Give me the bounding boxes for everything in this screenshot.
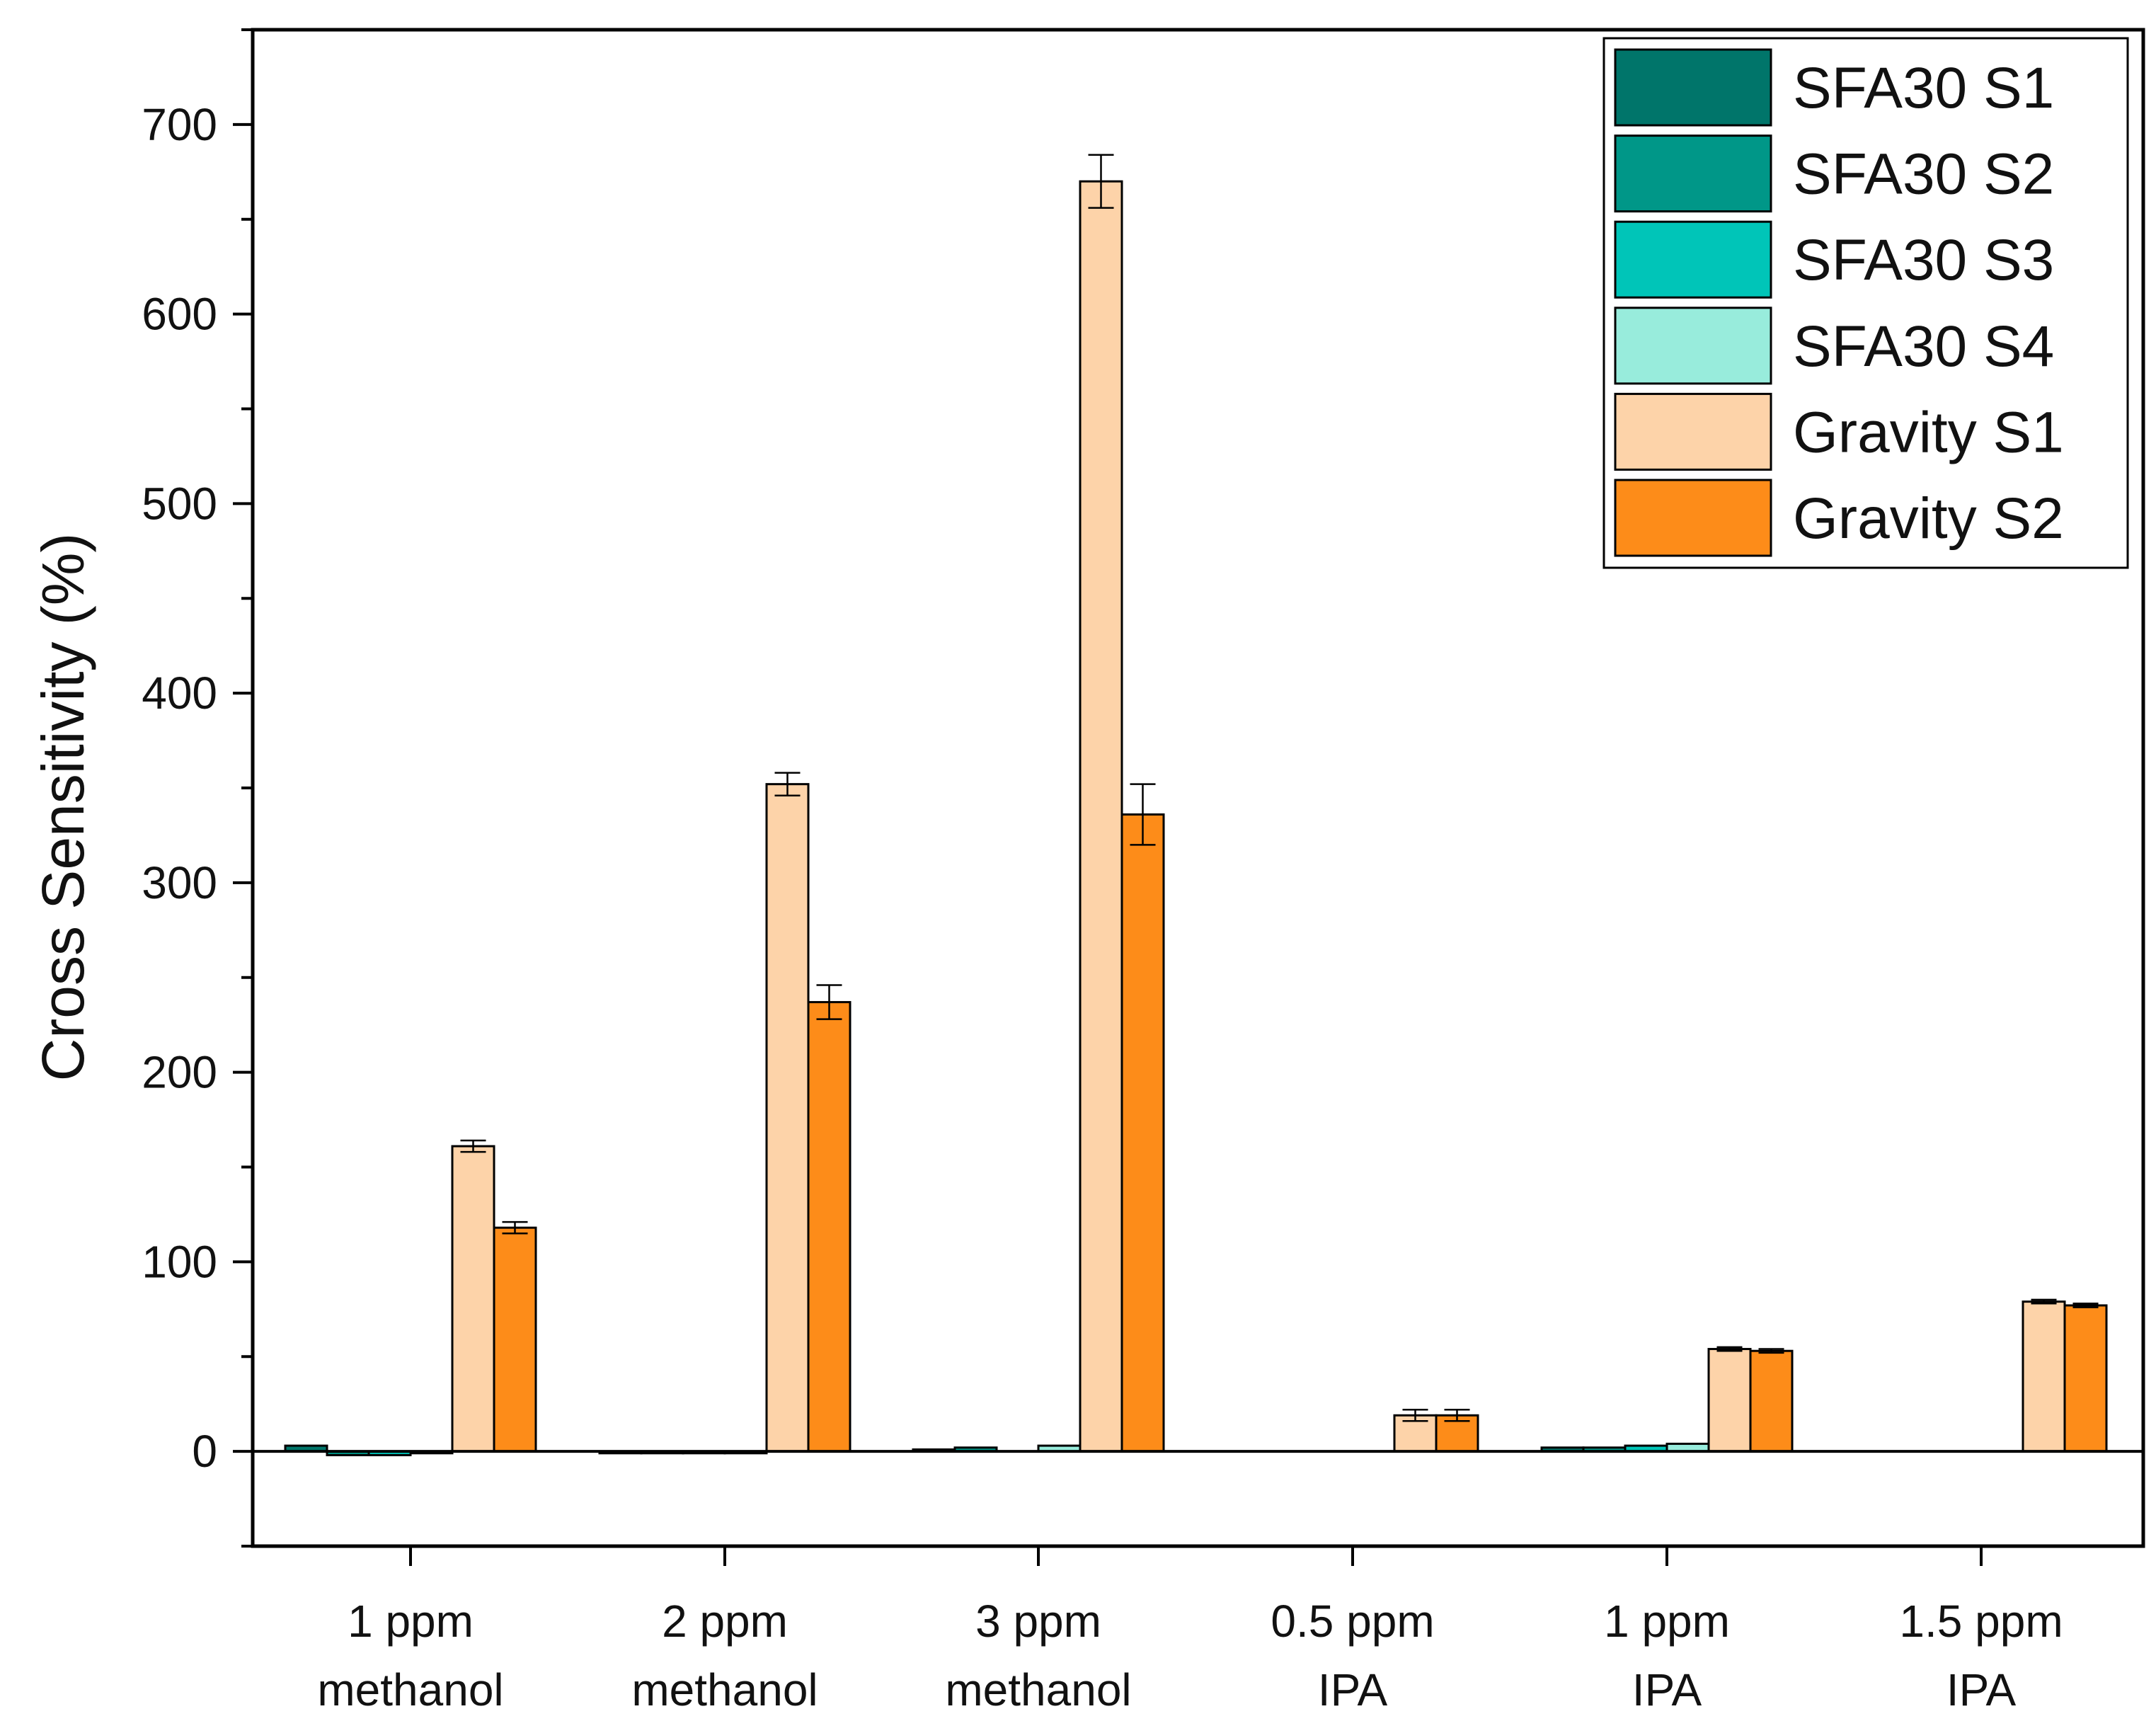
y-tick-label: 500 [142,478,217,529]
legend-swatch [1614,135,1772,213]
legend-swatch [1614,307,1772,385]
y-tick-label: 300 [142,857,217,908]
legend-label: SFA30 S2 [1793,142,2054,207]
legend-swatch [1614,48,1772,127]
bar [2063,1304,2108,1453]
x-tick-label: 1.5 ppm [1899,1596,2063,1647]
x-tick-label: 3 ppm [975,1596,1101,1647]
x-tick-label: methanol [945,1664,1131,1715]
x-tick-label: IPA [1946,1664,2017,1715]
error-bars-layer [460,154,2099,1422]
legend-label: Gravity S1 [1793,400,2064,464]
y-axis: 0 100 200 300 400 500 600 700 [142,28,253,1548]
legend-label: SFA30 S4 [1793,314,2054,379]
bar [1079,180,1123,1453]
y-axis-title: Cross Sensitivity (%) [30,533,96,1082]
bar [2022,1300,2066,1453]
bar [807,1001,851,1453]
x-tick-label: IPA [1318,1664,1388,1715]
y-tick-label: 200 [142,1047,217,1098]
bar [1707,1348,1752,1453]
x-tick-label: 1 ppm [1604,1596,1730,1647]
bar [765,783,810,1453]
legend-swatch [1614,392,1772,471]
bars-layer [284,180,2108,1456]
x-tick-label: IPA [1632,1664,1702,1715]
y-tick-label: 700 [142,99,217,150]
x-tick-label: 0.5 ppm [1271,1596,1434,1647]
legend: SFA30 S1 SFA30 S2 SFA30 S3 SFA30 S4 Gravity … [1602,37,2129,569]
x-axis: 1 ppm methanol 2 ppm methanol 3 ppm methanol 0… [317,1546,2063,1715]
bar [493,1226,537,1453]
bar [1120,813,1165,1453]
x-tick-label: methanol [317,1664,503,1715]
x-tick-label: methanol [631,1664,818,1715]
bar [451,1145,495,1453]
y-tick-label: 400 [142,668,217,719]
legend-swatch [1614,479,1772,557]
y-tick-label: 0 [192,1426,217,1477]
y-tick-label: 100 [142,1236,217,1287]
y-tick-label: 600 [142,289,217,340]
legend-label: SFA30 S1 [1793,56,2054,120]
x-tick-label: 1 ppm [348,1596,474,1647]
bar [1749,1349,1794,1453]
x-tick-label: 2 ppm [662,1596,788,1647]
legend-label: SFA30 S3 [1793,228,2054,292]
legend-label: Gravity S2 [1793,486,2064,551]
legend-swatch [1614,220,1772,299]
